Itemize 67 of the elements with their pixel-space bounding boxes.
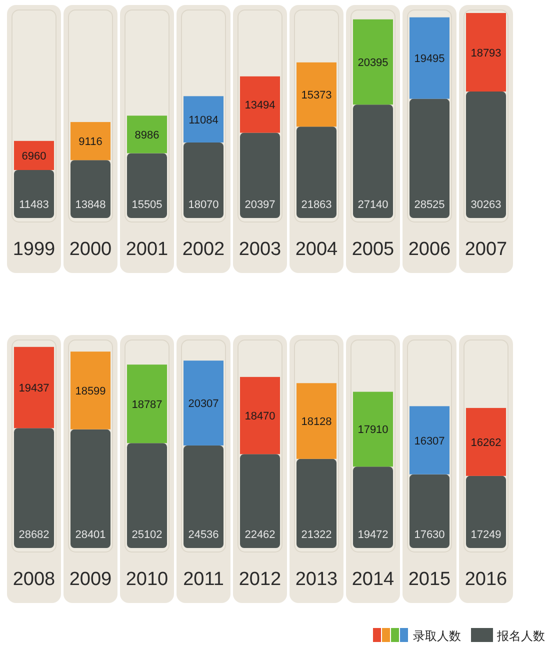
data-label: 17630 bbox=[414, 529, 445, 541]
bar bbox=[184, 96, 224, 142]
data-label: 28401 bbox=[75, 529, 106, 541]
data-label: 18470 bbox=[244, 410, 276, 423]
data-label: 16262 bbox=[470, 436, 502, 449]
x-tick-label: 2008 bbox=[12, 569, 56, 590]
data-label: 18070 bbox=[188, 199, 219, 211]
x-tick-label: 2009 bbox=[69, 569, 112, 590]
x-tick-label: 2002 bbox=[182, 239, 225, 260]
data-label: 21322 bbox=[301, 529, 332, 541]
x-tick-label: 2006 bbox=[408, 239, 451, 260]
data-label: 17910 bbox=[358, 424, 388, 436]
data-label: 30263 bbox=[470, 199, 502, 211]
x-tick-label: 2013 bbox=[295, 569, 338, 590]
x-tick-label: 1999 bbox=[12, 239, 56, 260]
x-tick-label: 2004 bbox=[295, 239, 338, 260]
x-tick-label: 2014 bbox=[352, 569, 395, 590]
data-label: 16307 bbox=[414, 435, 445, 448]
data-label: 19472 bbox=[358, 529, 388, 541]
data-label: 15373 bbox=[301, 90, 332, 102]
data-label: 17249 bbox=[470, 529, 502, 541]
x-tick-label: 2001 bbox=[126, 239, 168, 260]
bar bbox=[14, 140, 54, 170]
bar bbox=[127, 153, 167, 218]
data-label: 28682 bbox=[18, 529, 50, 541]
x-tick-label: 2010 bbox=[126, 569, 168, 590]
data-label: 28525 bbox=[414, 199, 445, 211]
bar bbox=[14, 170, 54, 218]
bar bbox=[466, 408, 506, 476]
data-label: 18128 bbox=[301, 416, 332, 428]
data-label: 18787 bbox=[132, 398, 162, 411]
x-tick-label: 2003 bbox=[238, 239, 282, 260]
data-label: 27140 bbox=[358, 199, 388, 211]
data-label: 11483 bbox=[19, 199, 49, 211]
data-label: 22462 bbox=[244, 529, 276, 541]
x-tick-label: 2005 bbox=[352, 239, 394, 260]
data-label: 20307 bbox=[188, 398, 219, 410]
bar bbox=[410, 406, 450, 474]
data-label: 20397 bbox=[244, 199, 276, 211]
bar bbox=[70, 122, 110, 160]
data-label: 19495 bbox=[414, 53, 445, 66]
bar bbox=[70, 160, 110, 218]
data-label: 11084 bbox=[188, 114, 218, 126]
bar bbox=[127, 116, 167, 154]
x-tick-label: 2016 bbox=[464, 569, 508, 590]
legend-label: 报名人数 bbox=[496, 629, 545, 643]
bar bbox=[296, 62, 336, 127]
data-label: 9116 bbox=[78, 136, 102, 148]
x-tick-label: 2007 bbox=[464, 239, 508, 260]
data-label: 13848 bbox=[75, 199, 106, 211]
bar bbox=[240, 76, 280, 133]
x-tick-label: 2000 bbox=[69, 239, 112, 260]
data-label: 18793 bbox=[470, 47, 502, 60]
data-label: 19437 bbox=[18, 382, 50, 395]
data-label: 18599 bbox=[75, 385, 106, 398]
data-label: 15505 bbox=[132, 199, 162, 211]
legend-label: 录取人数 bbox=[413, 629, 461, 643]
data-label: 24536 bbox=[188, 529, 219, 541]
data-label: 25102 bbox=[132, 529, 162, 541]
data-label: 20395 bbox=[358, 56, 388, 69]
x-tick-label: 2015 bbox=[408, 569, 451, 590]
data-label: 8986 bbox=[134, 129, 160, 142]
data-label: 13494 bbox=[244, 100, 276, 112]
x-tick-label: 2012 bbox=[238, 569, 282, 590]
x-tick-label: 2011 bbox=[183, 569, 224, 590]
data-label: 21863 bbox=[301, 199, 332, 211]
data-label: 6960 bbox=[22, 150, 46, 162]
